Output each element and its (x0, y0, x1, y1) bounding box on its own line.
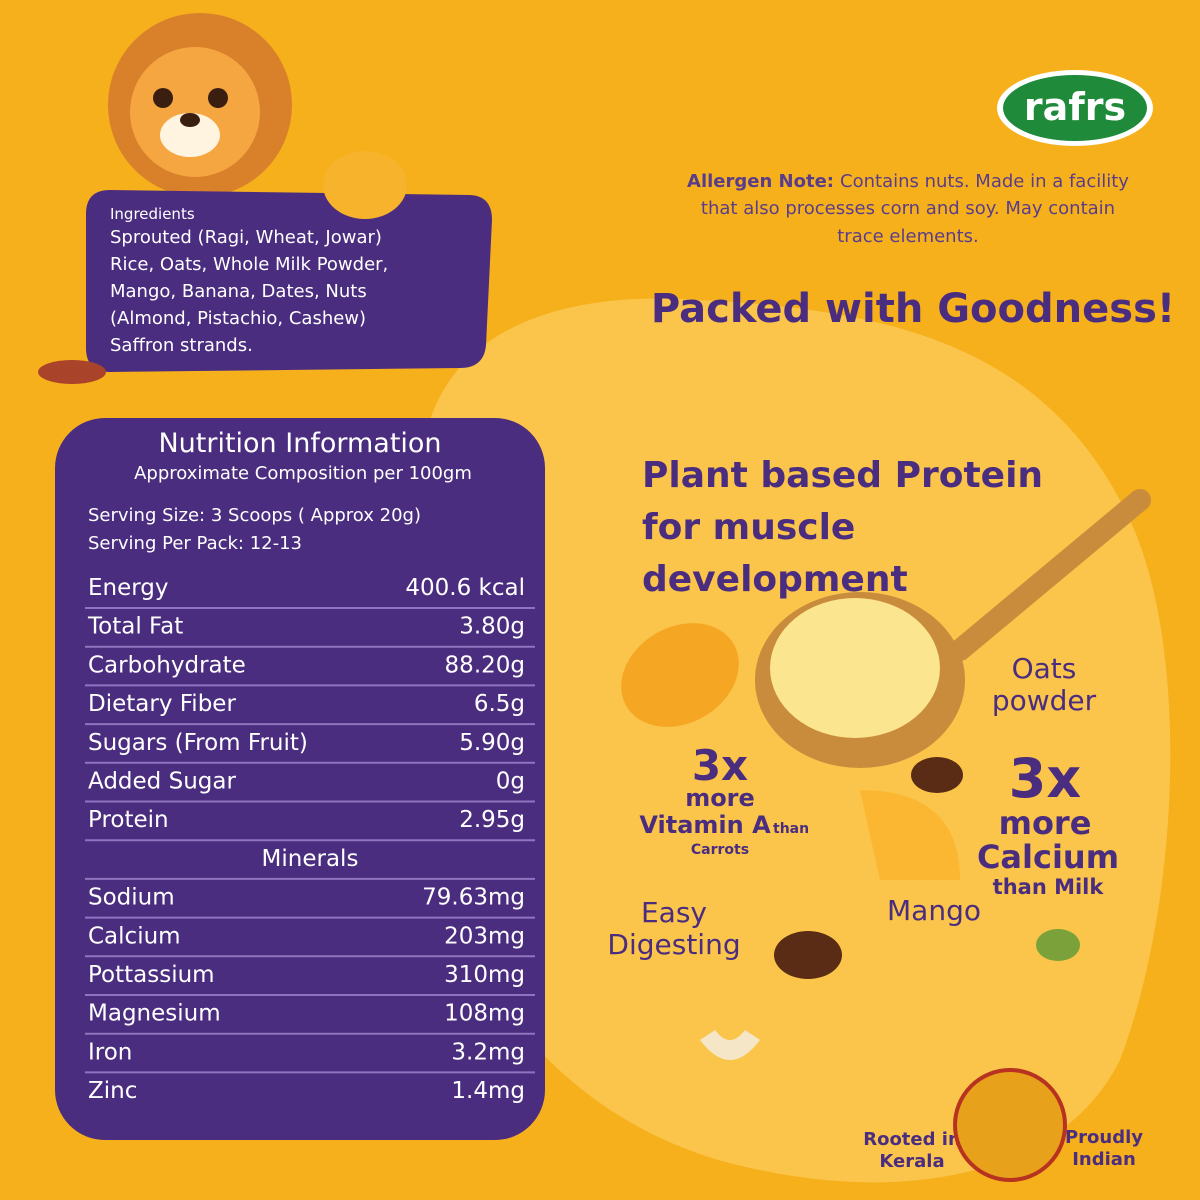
nutrient-value: 108mg (444, 1001, 525, 1027)
dates (38, 360, 106, 384)
nutrient-value: 1.4mg (451, 1078, 525, 1104)
spoon-handle (949, 489, 1151, 661)
nutrient-name: Carbohydrate (88, 652, 246, 678)
badge-left: Rooted in (863, 1129, 961, 1150)
vitamin-than: than (773, 821, 809, 837)
allergen-line: that also processes corn and soy. May co… (701, 198, 1115, 219)
calcium-big: 3x (1009, 747, 1082, 810)
mango-label: Mango (887, 894, 981, 927)
allergen-note: Allergen Note: Contains nuts. Made in a f… (687, 171, 1129, 192)
ingredient-line: Mango, Banana, Dates, Nuts (110, 281, 367, 302)
ingredients-title: Ingredients (110, 205, 195, 223)
brand: rafrs (1024, 85, 1126, 129)
oats-label: Oats (1012, 652, 1077, 685)
protein-line: Plant based Protein (642, 455, 1043, 496)
mango (323, 151, 407, 219)
nutrient-name: Sugars (From Fruit) (88, 730, 308, 756)
ingredients-panel (86, 190, 492, 372)
allergen-line: trace elements. (837, 226, 979, 247)
nutrient-name: Magnesium (88, 1001, 221, 1027)
headline: Packed with Goodness! (651, 286, 1175, 332)
badge-right: Indian (1072, 1149, 1136, 1170)
nutrient-value: 2.95g (459, 807, 525, 833)
lion-nose (180, 113, 200, 127)
ingredient-line: Rice, Oats, Whole Milk Powder, (110, 254, 388, 275)
nutrient-value: 310mg (444, 962, 525, 988)
allergen-line: Contains nuts. Made in a facility (840, 171, 1129, 192)
nutrient-name: Pottassium (88, 962, 215, 988)
mango (621, 623, 739, 727)
nutrient-name: Protein (88, 807, 169, 833)
nutrient-name: Sodium (88, 885, 175, 911)
nutrient-name: Iron (88, 1039, 132, 1065)
nutrient-name: Zinc (88, 1078, 137, 1104)
ingredient-line: Saffron strands. (110, 335, 253, 356)
nutrient-value: 79.63mg (422, 885, 525, 911)
nutrition-subtitle: Approximate Composition per 100gm (134, 463, 472, 484)
nutrient-value: 88.20g (445, 652, 525, 678)
calcium-ref: than Milk (993, 875, 1105, 899)
vitamin-big: 3x (692, 741, 748, 790)
nutrient-name: Added Sugar (88, 769, 236, 795)
nutrient-value: 3.80g (459, 614, 525, 640)
nutrient-value: 0g (496, 769, 525, 795)
lion-eye (208, 88, 228, 108)
cashew (700, 1030, 760, 1060)
serving-line: Serving Per Pack: 12-13 (88, 533, 302, 554)
badge-emblem (953, 1068, 1067, 1182)
calcium-more: more (999, 804, 1092, 842)
lion-muzzle (160, 113, 220, 157)
digest-label: Easy (641, 896, 707, 929)
nutrient-value: 400.6 kcal (405, 575, 525, 601)
ingredients-list: Sprouted (Ragi, Wheat, Jowar) Rice, Oats,… (110, 227, 388, 356)
mango-slice (860, 790, 960, 880)
nutrient-name: Energy (88, 575, 169, 601)
oats-label: powder (992, 684, 1097, 717)
calcium-name: Calcium (977, 838, 1119, 876)
nutrition-title: Nutrition Information (158, 428, 441, 459)
allergen-lines: that also processes corn and soy. May co… (701, 198, 1115, 247)
nutrition-table: Serving Size: 3 Scoops ( Approx 20g) Serv… (85, 505, 535, 1104)
vitamin-more: more (685, 784, 755, 812)
nutrient-name: Calcium (88, 923, 181, 949)
pistachio (1036, 929, 1080, 961)
vitamin-ref: Carrots (691, 842, 749, 858)
nutrition-panel (55, 418, 545, 1140)
allergen-label: Allergen Note: (687, 171, 834, 192)
nutrient-name: Total Fat (87, 614, 183, 640)
nutrient-value: 5.90g (459, 730, 525, 756)
logo (1003, 75, 1147, 141)
badge-left: Kerala (879, 1151, 944, 1172)
ingredient-line: (Almond, Pistachio, Cashew) (110, 308, 366, 329)
lion-eye (153, 88, 173, 108)
protein-line: for muscle (642, 507, 855, 548)
badge-right: Proudly (1065, 1127, 1143, 1148)
lion-face (130, 47, 260, 177)
nutrient-value: 203mg (444, 923, 525, 949)
nutrient-name: Dietary Fiber (88, 691, 236, 717)
minerals-title: Minerals (262, 846, 359, 872)
digest-label: Digesting (607, 928, 740, 961)
date (911, 757, 963, 793)
nutrient-value: 3.2mg (451, 1039, 525, 1065)
ingredient-line: Sprouted (Ragi, Wheat, Jowar) (110, 227, 382, 248)
date (774, 931, 842, 979)
nutrient-value: 6.5g (474, 691, 525, 717)
oats-powder (770, 598, 940, 738)
serving-line: Serving Size: 3 Scoops ( Approx 20g) (88, 505, 421, 526)
vitamin-name: Vitamin A (639, 811, 771, 839)
